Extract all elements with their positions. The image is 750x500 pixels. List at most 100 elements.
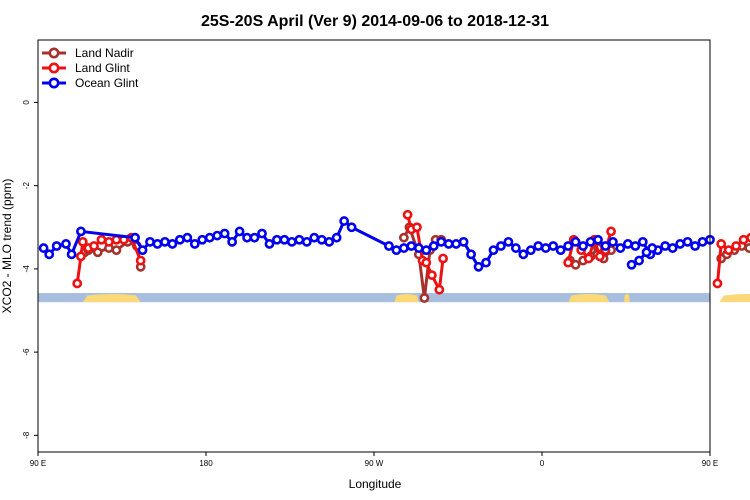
data-point (324, 236, 335, 247)
y-tick-label: -2 (22, 182, 31, 190)
data-point (402, 209, 413, 220)
data-point (189, 239, 200, 249)
data-point (697, 236, 708, 247)
data-point (145, 236, 155, 247)
data-point (204, 232, 215, 243)
data-point (421, 257, 432, 268)
data-point (563, 257, 574, 268)
data-point (503, 236, 514, 247)
data-point (38, 243, 49, 253)
map-land (394, 293, 419, 303)
data-point (346, 222, 357, 233)
data-point (634, 255, 644, 266)
data-point (473, 261, 484, 272)
data-point (301, 236, 312, 247)
data-point (135, 255, 146, 266)
data-point (426, 270, 437, 281)
legend-swatch-marker (48, 47, 60, 59)
legend-item: Land Glint (42, 61, 130, 75)
data-point (384, 241, 394, 251)
data-point (294, 234, 305, 245)
data-point (606, 226, 616, 237)
data-point (421, 245, 432, 256)
data-point (443, 239, 454, 249)
data-point (61, 239, 71, 249)
series-ocean-glint (38, 216, 715, 272)
data-point (600, 241, 611, 251)
data-point (585, 236, 596, 247)
data-point (66, 249, 77, 260)
data-point (540, 243, 551, 253)
data-point (626, 259, 637, 270)
legend-label: Ocean Glint (75, 76, 139, 90)
data-point (398, 232, 409, 243)
data-point (647, 243, 658, 253)
data-point (167, 239, 178, 249)
data-point (496, 241, 506, 251)
data-point (744, 243, 750, 253)
data-point (667, 243, 678, 253)
data-point (481, 257, 491, 268)
data-point (234, 226, 245, 237)
legend-label: Land Nadir (75, 46, 134, 60)
data-point (438, 253, 448, 264)
data-point (583, 253, 594, 264)
data-point (608, 236, 618, 247)
map-land (82, 293, 141, 303)
data-point (77, 236, 88, 247)
data-point (458, 236, 469, 247)
series-layer (38, 209, 750, 303)
data-point (44, 249, 55, 260)
data-point (690, 241, 700, 251)
data-point (412, 222, 422, 233)
data-point (436, 236, 447, 247)
data-point (570, 236, 581, 247)
data-point (197, 234, 208, 245)
data-point (615, 243, 626, 253)
data-point (682, 236, 693, 247)
data-point (738, 234, 749, 245)
data-point (96, 234, 107, 245)
legend-swatch-marker (48, 62, 60, 74)
data-point (578, 241, 588, 251)
data-point (525, 245, 536, 256)
data-point (76, 251, 86, 262)
data-point (72, 278, 83, 289)
data-point (212, 230, 223, 241)
data-point (219, 228, 230, 239)
data-point (594, 251, 605, 262)
data-point (130, 232, 140, 243)
map-band (38, 293, 750, 303)
data-point (593, 234, 603, 245)
data-point (731, 241, 742, 251)
data-point (406, 241, 417, 251)
data-point (242, 232, 252, 243)
y-tick-label: -8 (22, 431, 31, 439)
data-point (451, 239, 462, 249)
x-tick-label: 180 (199, 459, 213, 468)
y-axis-label: XCO2 - MLO trend (ppm) (0, 179, 14, 314)
data-point (466, 249, 476, 260)
map-ocean (38, 293, 710, 303)
data-point (331, 232, 342, 243)
data-point (723, 245, 734, 256)
data-point (309, 232, 320, 243)
data-point (510, 243, 521, 253)
data-point (227, 236, 238, 247)
data-point (533, 241, 544, 251)
x-axis-label: Longitude (349, 477, 402, 491)
data-point (316, 234, 327, 245)
data-point (339, 216, 350, 226)
data-point (174, 234, 185, 245)
data-point (272, 234, 282, 245)
data-point (548, 241, 559, 251)
data-point (398, 243, 409, 253)
data-point (419, 293, 430, 303)
y-tick-label: 0 (22, 100, 31, 105)
data-point (160, 236, 170, 247)
data-point (104, 236, 114, 247)
y-axis: 0 -2 -4 -6 -8 (22, 100, 38, 439)
data-point (570, 259, 581, 270)
data-point (413, 243, 424, 253)
